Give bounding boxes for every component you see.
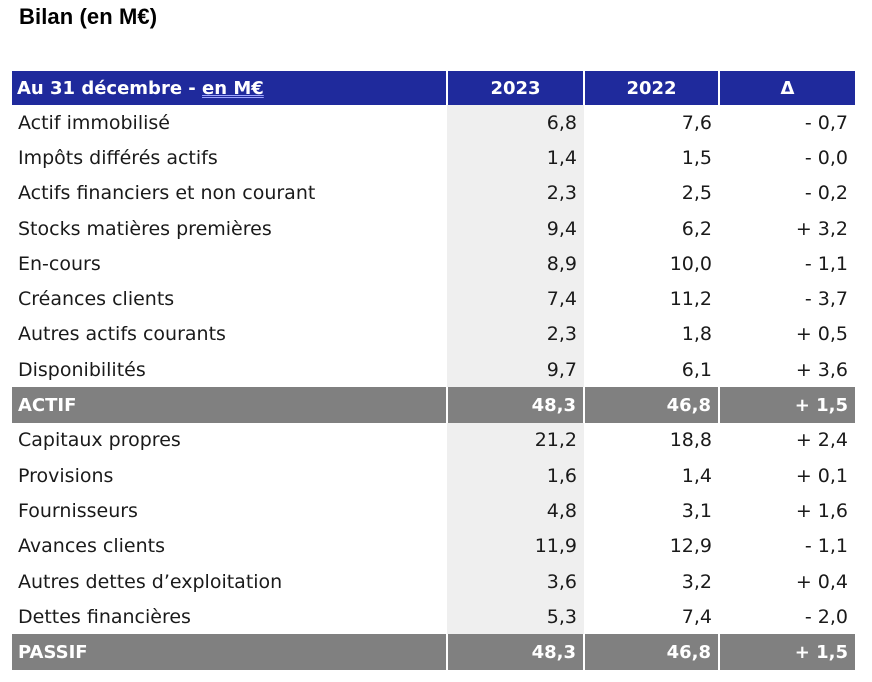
table-row: Stocks matières premières 9,4 6,2 + 3,2 (12, 210, 855, 247)
value-delta: - 0,0 (804, 146, 848, 169)
row-label: En-cours (18, 252, 101, 275)
value-2022: 10,0 (669, 252, 712, 275)
value-2023: 21,2 (447, 422, 584, 458)
header-2023: 2023 (446, 71, 584, 105)
header-label-prefix: Au 31 décembre - (17, 77, 203, 99)
table-row: En-cours 8,9 10,0 - 1,1 (12, 246, 855, 282)
table-row: Fournisseurs 4,8 3,1 + 1,6 (12, 493, 855, 529)
table-header: Au 31 décembre - en M€ 2023 2022 Δ (12, 71, 855, 105)
value-delta: + 0,4 (795, 570, 848, 593)
value-2023: 1,4 (447, 140, 584, 176)
table-row: Capitaux propres 21,2 18,8 + 2,4 (12, 422, 855, 458)
value-2023: 48,3 (446, 387, 584, 423)
value-2023: 1,6 (447, 457, 584, 494)
header-delta: Δ (718, 71, 855, 105)
total-row: PASSIF 48,3 46,8 + 1,5 (12, 634, 855, 670)
value-2022: 6,1 (681, 358, 712, 381)
value-delta: + 3,6 (795, 358, 848, 381)
table-row: Autres dettes d’exploitation 3,6 3,2 + 0,4 (12, 563, 855, 600)
row-label: Actif immobilisé (18, 111, 170, 134)
row-label: Avances clients (18, 535, 165, 558)
value-2022: 11,2 (669, 288, 712, 311)
value-2022: 46,8 (583, 387, 719, 423)
row-label: Stocks matières premières (18, 217, 272, 240)
row-label: Disponibilités (18, 358, 146, 381)
value-delta: - 1,1 (804, 252, 848, 275)
value-2022: 1,8 (681, 323, 712, 346)
value-delta: - 0,7 (804, 111, 848, 134)
value-2022: 7,6 (681, 111, 712, 134)
value-2023: 9,4 (447, 210, 584, 247)
row-label: Impôts différés actifs (18, 146, 218, 169)
value-2023: 4,8 (447, 493, 584, 529)
value-delta: - 2,0 (804, 605, 848, 628)
table-row: Créances clients 7,4 11,2 - 3,7 (12, 281, 855, 317)
value-2022: 7,4 (681, 605, 712, 628)
value-2023: 6,8 (447, 105, 584, 141)
value-2023: 48,3 (446, 634, 584, 670)
table-row: Actifs financiers et non courant 2,3 2,5 - … (12, 175, 855, 211)
value-2022: 12,9 (669, 535, 712, 558)
value-delta: - 1,1 (804, 535, 848, 558)
value-2023: 2,3 (447, 316, 584, 353)
table-body: Actif immobilisé 6,8 7,6 - 0,7 Impôts différ… (12, 105, 855, 670)
row-label: ACTIF (12, 387, 447, 423)
row-label: Provisions (18, 464, 114, 487)
row-label: Autres actifs courants (18, 323, 226, 346)
header-label: Au 31 décembre - en M€ (12, 71, 447, 105)
table-row: Avances clients 11,9 12,9 - 1,1 (12, 528, 855, 564)
value-delta: - 0,2 (804, 182, 848, 205)
row-label: Créances clients (18, 288, 175, 311)
row-label: Autres dettes d’exploitation (18, 570, 283, 593)
value-2022: 46,8 (583, 634, 719, 670)
header-2022: 2022 (583, 71, 719, 105)
total-row: ACTIF 48,3 46,8 + 1,5 (12, 387, 855, 423)
value-2022: 1,5 (681, 146, 712, 169)
table-row: Provisions 1,6 1,4 + 0,1 (12, 457, 855, 494)
value-delta: + 3,2 (795, 217, 848, 240)
table-row: Impôts différés actifs 1,4 1,5 - 0,0 (12, 140, 855, 176)
value-2022: 1,4 (681, 464, 712, 487)
value-2022: 6,2 (681, 217, 712, 240)
value-delta: + 1,6 (795, 499, 848, 522)
row-label: Capitaux propres (18, 429, 181, 452)
balance-sheet-table: Au 31 décembre - en M€ 2023 2022 Δ Actif… (12, 71, 855, 670)
value-2022: 18,8 (669, 429, 712, 452)
value-2023: 5,3 (447, 599, 584, 635)
table-row: Actif immobilisé 6,8 7,6 - 0,7 (12, 105, 855, 141)
value-2023: 3,6 (447, 563, 584, 600)
page-title: Bilan (en M€) (19, 4, 158, 29)
value-2023: 9,7 (447, 352, 584, 388)
value-2023: 2,3 (447, 175, 584, 211)
table-row: Dettes financières 5,3 7,4 - 2,0 (12, 599, 855, 635)
row-label: Actifs financiers et non courant (18, 182, 316, 205)
value-2022: 3,1 (681, 499, 712, 522)
value-delta: + 0,5 (795, 323, 848, 346)
value-delta: + 1,5 (718, 634, 855, 670)
value-delta: + 1,5 (718, 387, 855, 423)
table-row: Disponibilités 9,7 6,1 + 3,6 (12, 352, 855, 388)
row-label: Fournisseurs (18, 499, 138, 522)
row-label: PASSIF (12, 634, 447, 670)
value-2023: 11,9 (447, 528, 584, 564)
value-2022: 3,2 (681, 570, 712, 593)
table-row: Autres actifs courants 2,3 1,8 + 0,5 (12, 316, 855, 353)
value-2022: 2,5 (681, 182, 712, 205)
value-delta: + 2,4 (795, 429, 848, 452)
row-label: Dettes financières (18, 605, 191, 628)
value-delta: + 0,1 (795, 464, 848, 487)
value-2023: 7,4 (447, 281, 584, 317)
header-row: Au 31 décembre - en M€ 2023 2022 Δ (12, 71, 855, 105)
header-label-unit: en M€ (202, 77, 264, 99)
value-2023: 8,9 (447, 246, 584, 282)
value-delta: - 3,7 (804, 288, 848, 311)
